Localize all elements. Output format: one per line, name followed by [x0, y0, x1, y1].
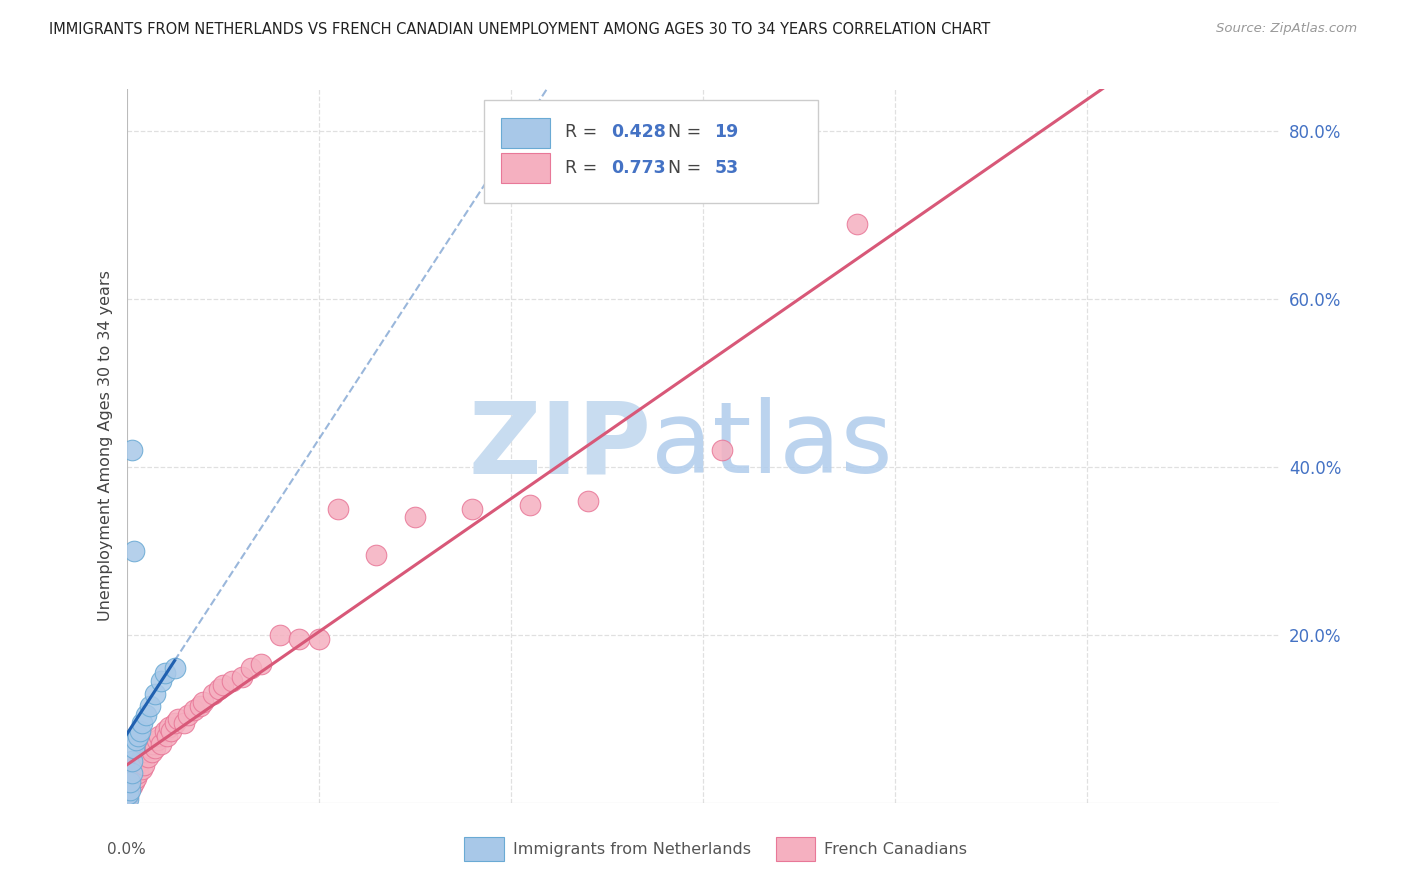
Text: Immigrants from Netherlands: Immigrants from Netherlands — [513, 842, 751, 856]
Point — [163, 661, 186, 675]
Point — [150, 674, 173, 689]
FancyBboxPatch shape — [501, 118, 550, 148]
Point — [117, 783, 139, 797]
Point — [142, 737, 165, 751]
Point — [288, 632, 311, 646]
Point — [121, 754, 143, 768]
Point — [576, 493, 599, 508]
Text: 0.428: 0.428 — [610, 123, 665, 141]
Point — [711, 443, 734, 458]
Point — [141, 746, 163, 760]
Point — [129, 724, 152, 739]
Point — [136, 749, 159, 764]
Point — [156, 729, 179, 743]
Point — [131, 762, 153, 776]
Point — [125, 771, 148, 785]
FancyBboxPatch shape — [464, 837, 503, 862]
Point — [138, 741, 160, 756]
Point — [117, 791, 139, 805]
FancyBboxPatch shape — [776, 837, 815, 862]
Point — [153, 724, 176, 739]
Point — [127, 729, 149, 743]
Point — [148, 729, 170, 743]
Point — [153, 665, 176, 680]
Point — [121, 779, 143, 793]
Point — [167, 712, 190, 726]
Point — [201, 687, 224, 701]
FancyBboxPatch shape — [484, 100, 818, 203]
Point — [145, 741, 166, 756]
Text: R =: R = — [565, 123, 598, 141]
Point — [117, 788, 139, 802]
FancyBboxPatch shape — [501, 153, 550, 184]
Point — [120, 779, 142, 793]
Y-axis label: Unemployment Among Ages 30 to 34 years: Unemployment Among Ages 30 to 34 years — [97, 270, 112, 622]
Point — [250, 657, 273, 672]
Point — [159, 724, 181, 739]
Point — [129, 754, 152, 768]
Point — [138, 699, 160, 714]
Point — [120, 783, 142, 797]
Point — [188, 699, 211, 714]
Point — [127, 766, 149, 780]
Point — [231, 670, 253, 684]
Text: N =: N = — [668, 159, 702, 177]
Point — [240, 661, 263, 675]
Text: ZIP: ZIP — [468, 398, 651, 494]
Point — [163, 716, 186, 731]
Point — [145, 687, 166, 701]
Point — [122, 762, 145, 776]
Point — [121, 766, 143, 780]
Point — [173, 716, 195, 731]
Point — [121, 443, 143, 458]
Point — [122, 741, 145, 756]
Text: 0.773: 0.773 — [610, 159, 665, 177]
Text: R =: R = — [565, 159, 598, 177]
Text: 0.0%: 0.0% — [107, 842, 146, 857]
Point — [177, 707, 200, 722]
Point — [519, 498, 541, 512]
Point — [120, 771, 142, 785]
Text: atlas: atlas — [651, 398, 893, 494]
Point — [150, 737, 173, 751]
Point — [157, 720, 180, 734]
Text: Source: ZipAtlas.com: Source: ZipAtlas.com — [1216, 22, 1357, 36]
Point — [125, 758, 148, 772]
Point — [132, 758, 155, 772]
Point — [211, 678, 233, 692]
Point — [131, 716, 153, 731]
Text: IMMIGRANTS FROM NETHERLANDS VS FRENCH CANADIAN UNEMPLOYMENT AMONG AGES 30 TO 34 : IMMIGRANTS FROM NETHERLANDS VS FRENCH CA… — [49, 22, 990, 37]
Text: 53: 53 — [714, 159, 738, 177]
Point — [269, 628, 291, 642]
Point — [221, 674, 243, 689]
Point — [208, 682, 231, 697]
Point — [146, 732, 169, 747]
Point — [122, 544, 145, 558]
Point — [326, 502, 349, 516]
Point — [366, 548, 388, 562]
Text: French Canadians: French Canadians — [824, 842, 967, 856]
Point — [183, 703, 205, 717]
Point — [122, 774, 145, 789]
Point — [308, 632, 330, 646]
Point — [125, 732, 148, 747]
Point — [404, 510, 426, 524]
Point — [121, 766, 143, 780]
Text: 19: 19 — [714, 123, 738, 141]
Point — [131, 749, 153, 764]
Point — [845, 217, 868, 231]
Point — [117, 789, 139, 803]
Point — [120, 774, 142, 789]
Point — [193, 695, 215, 709]
Point — [135, 707, 157, 722]
Point — [135, 746, 157, 760]
Point — [461, 502, 484, 516]
Text: N =: N = — [668, 123, 702, 141]
